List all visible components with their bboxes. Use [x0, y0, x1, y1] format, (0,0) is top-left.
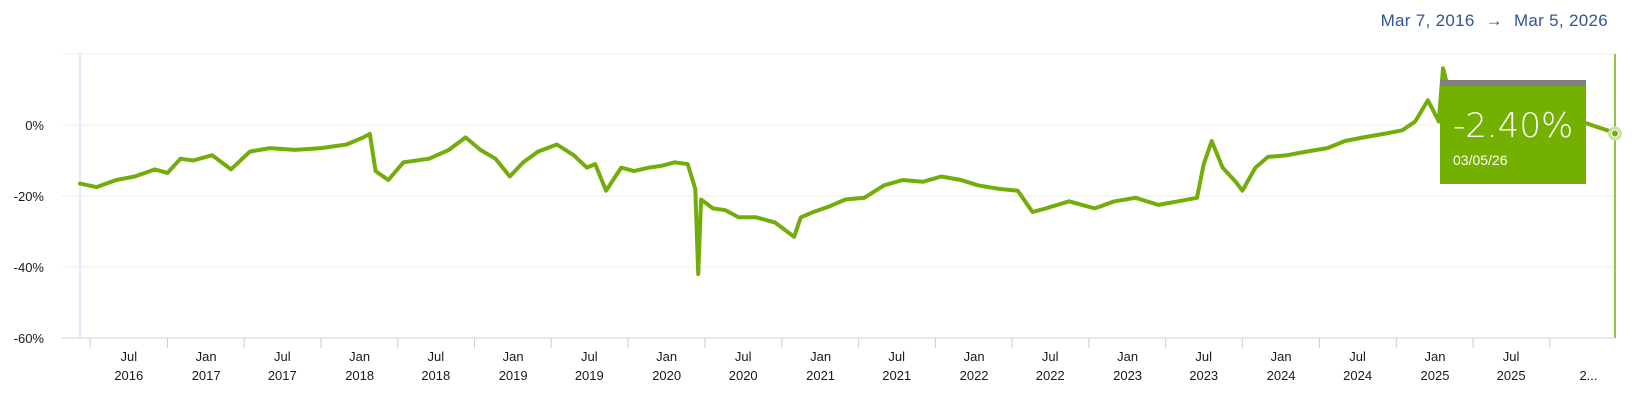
tooltip-box — [1440, 86, 1586, 184]
x-tick-year: 2017 — [268, 368, 297, 383]
axis-layer: 0% -20% -40% -60% Jul 2016 Jan 2017 Jul 2017 Jan 20… — [14, 118, 1615, 383]
x-tick-month: Jul — [274, 349, 291, 364]
x-tick-year: 2025 — [1421, 368, 1450, 383]
x-tick-year: 2024 — [1267, 368, 1296, 383]
y-tick-label: -20% — [14, 189, 45, 204]
x-tick-month: Jul — [1042, 349, 1059, 364]
x-tick-year: 2023 — [1189, 368, 1218, 383]
range-end: Mar 5, 2026 — [1513, 11, 1608, 30]
x-tick-month: Jan — [810, 349, 831, 364]
x-tick-month: Jul — [1503, 349, 1520, 364]
y-tick-label: -60% — [14, 331, 45, 346]
x-tick-year: 2023 — [1113, 368, 1142, 383]
x-tick-month: Jul — [120, 349, 137, 364]
x-tick-month: Jul — [1349, 349, 1366, 364]
x-tick-month: Jan — [656, 349, 677, 364]
x-tick-month: Jan — [503, 349, 524, 364]
date-range-label[interactable]: Mar 7, 2016 → Mar 5, 2026 — [1381, 11, 1608, 31]
x-tick-month: Jan — [196, 349, 217, 364]
x-tick-month: Jul — [1195, 349, 1212, 364]
x-tick-month: Jan — [964, 349, 985, 364]
x-tick-year: 2019 — [499, 368, 528, 383]
range-start: Mar 7, 2016 — [1380, 11, 1475, 30]
x-tick-year: 2020 — [729, 368, 758, 383]
x-tick-year: 2018 — [421, 368, 450, 383]
range-arrow: → — [1485, 11, 1503, 30]
x-tick-month: Jan — [1117, 349, 1138, 364]
y-tick-label: -40% — [14, 260, 45, 275]
x-tick-year: 2025 — [1497, 368, 1526, 383]
x-tick-year: 2... — [1579, 368, 1597, 383]
tooltip-value: -2.40% — [1453, 106, 1573, 146]
x-tick-month: Jul — [735, 349, 752, 364]
x-tick-month: Jan — [1271, 349, 1292, 364]
grid-layer — [62, 53, 1616, 339]
tooltip-date: 03/05/26 — [1453, 152, 1508, 168]
end-point-marker — [1611, 129, 1619, 138]
tooltip-top-bar — [1440, 80, 1586, 86]
x-tick-month: Jul — [888, 349, 905, 364]
x-tick-year: 2021 — [882, 368, 911, 383]
x-tick-month: Jul — [581, 349, 598, 364]
x-tick-month: Jul — [427, 349, 444, 364]
x-tick-year: 2021 — [806, 368, 835, 383]
tooltip: -2.40% 03/05/26 — [1440, 80, 1586, 184]
x-tick-year: 2024 — [1343, 368, 1372, 383]
x-tick-year: 2020 — [652, 368, 681, 383]
x-tick-year: 2018 — [345, 368, 374, 383]
series-line — [78, 66, 1617, 277]
series-layer — [78, 66, 1622, 277]
x-tick-year: 2022 — [960, 368, 989, 383]
x-tick-month: Jan — [1425, 349, 1446, 364]
x-tick-month: Jan — [349, 349, 370, 364]
x-tick-year: 2019 — [575, 368, 604, 383]
x-tick-year: 2022 — [1036, 368, 1065, 383]
y-tick-label: 0% — [25, 118, 44, 133]
x-tick-year: 2017 — [192, 368, 221, 383]
x-tick-year: 2016 — [114, 368, 143, 383]
